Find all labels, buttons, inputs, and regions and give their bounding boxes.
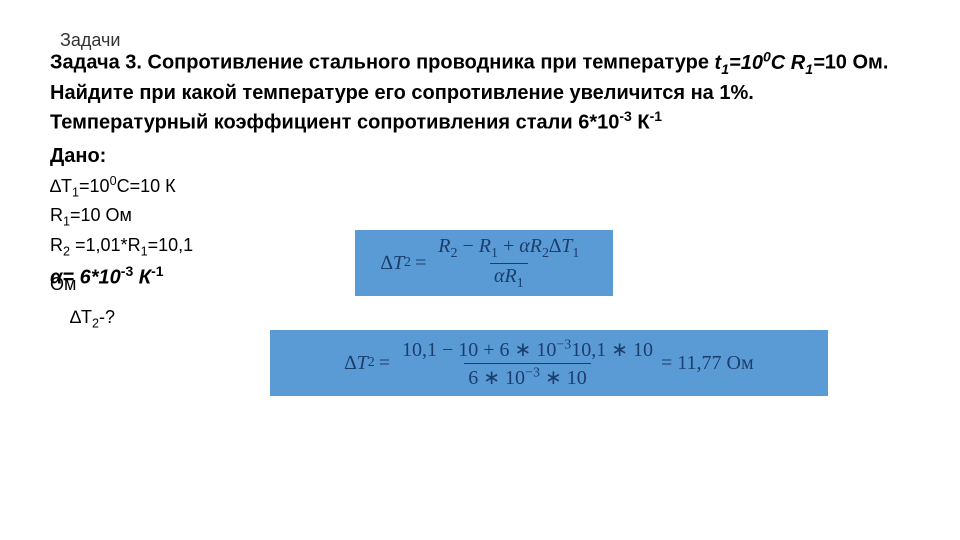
given-om: Ом — [50, 271, 76, 298]
find-line: ∆T2-? — [70, 307, 910, 331]
formula-2-result: = 11,77 Ом — [661, 352, 754, 375]
given-line-2: R1=10 Ом — [50, 202, 910, 231]
given-label: Дано: — [50, 145, 910, 168]
formula-1: ∆T2= R2 − R1 + αR2∆T1 αR1 — [355, 230, 613, 296]
formula-2: ∆T2= 10,1 − 10 + 6 ∗ 10−310,1 ∗ 10 6 ∗ 1… — [270, 330, 828, 396]
given-line-1: ∆T1=100C=10 К — [50, 172, 910, 202]
problem-statement: Задача 3. Сопротивление стального провод… — [50, 47, 910, 137]
